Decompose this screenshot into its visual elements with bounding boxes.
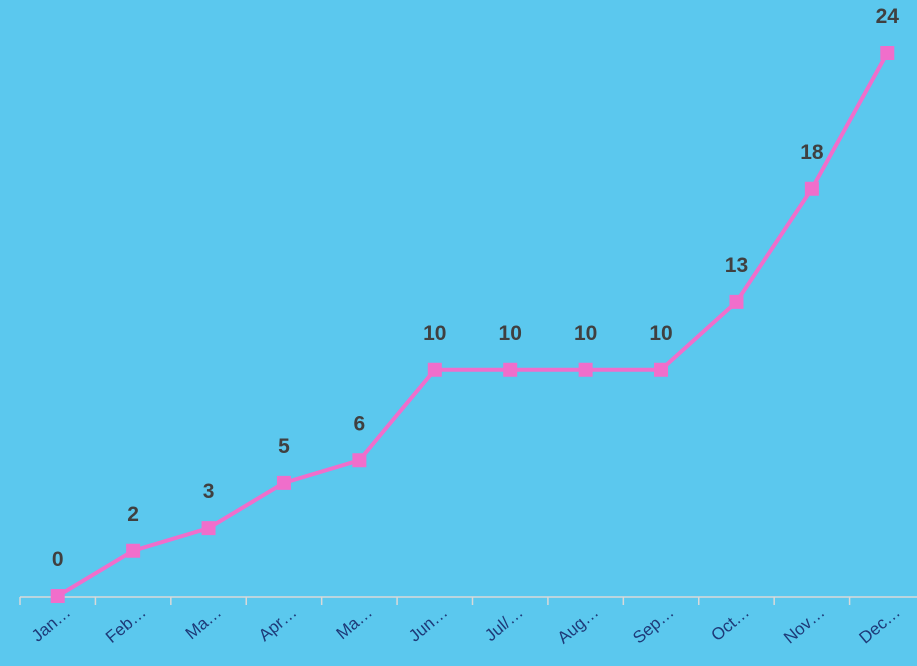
x-tick-label: Nov… [780, 603, 828, 648]
x-tick-label: Jun… [405, 603, 451, 646]
x-tick-label: Jul/… [481, 603, 527, 645]
data-label: 6 [354, 412, 366, 435]
marker [654, 362, 669, 377]
data-label: 18 [800, 141, 824, 164]
data-label: 3 [203, 480, 215, 503]
x-tick-label: Ma… [333, 603, 376, 644]
marker [427, 362, 442, 377]
marker [729, 294, 744, 309]
data-label: 5 [278, 435, 290, 458]
marker [352, 453, 367, 468]
data-label: 24 [876, 5, 900, 28]
marker [50, 589, 65, 603]
x-tick-label: Oct… [708, 603, 754, 645]
x-tick-label: Dec… [855, 603, 903, 648]
marker [578, 362, 593, 377]
marker [276, 475, 291, 490]
x-tick-label: Jan… [28, 603, 74, 646]
x-tick-label: Feb… [102, 603, 150, 647]
x-tick-label: Ma… [182, 603, 225, 644]
data-label: 2 [127, 503, 139, 526]
data-label: 13 [725, 254, 748, 277]
marker [126, 543, 141, 558]
marker [880, 46, 895, 60]
data-label: 0 [52, 548, 64, 571]
x-tick-label: Aug… [554, 603, 602, 648]
x-tick-label: Apr… [255, 603, 301, 645]
data-label: 10 [423, 322, 446, 345]
marker [201, 521, 216, 536]
data-label: 10 [499, 322, 522, 345]
marker [503, 362, 518, 377]
marker [804, 181, 819, 196]
line [56, 52, 890, 598]
x-tick-label: Sep… [629, 603, 677, 648]
data-label: 10 [649, 322, 672, 345]
data-label: 10 [574, 322, 597, 345]
